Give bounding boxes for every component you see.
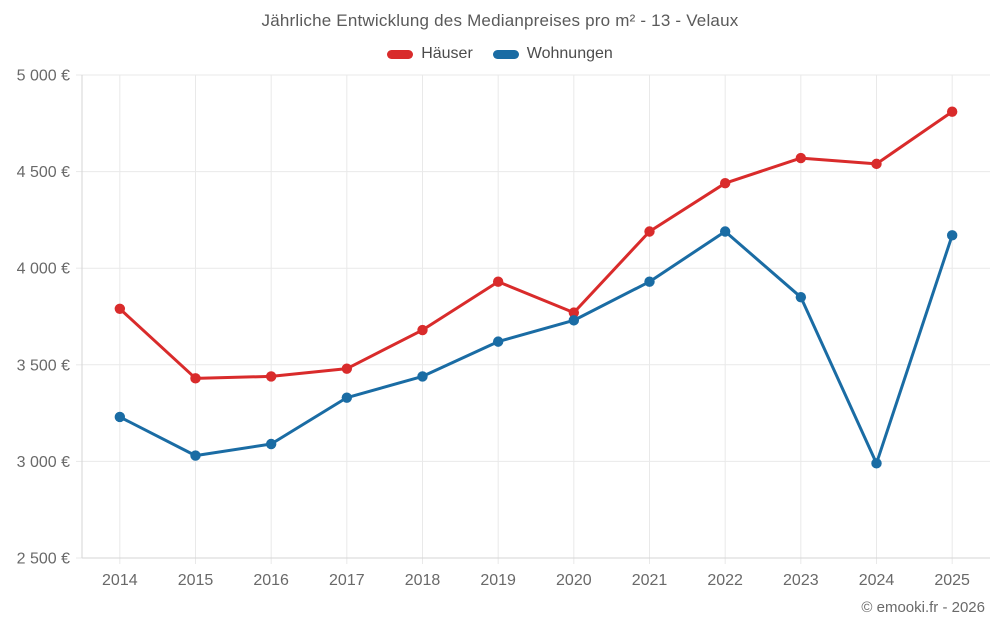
point-h-user-2023[interactable] [795, 152, 807, 164]
x-tick-label: 2018 [405, 572, 441, 589]
point-wohnungen-2024[interactable] [871, 458, 882, 469]
y-tick-label: 2 500 € [17, 551, 70, 568]
point-h-user-2025[interactable] [946, 106, 958, 117]
x-tick-label: 2019 [480, 572, 516, 589]
point-h-user-2021[interactable] [644, 226, 655, 237]
legend-swatch-h-user [387, 49, 414, 59]
copyright-footer: © emooki.fr - 2026 [861, 599, 985, 616]
point-h-user-2017[interactable] [341, 363, 353, 374]
y-tick-label: 3 500 € [17, 357, 70, 374]
legend-swatch-wohnungen [492, 49, 519, 59]
y-tick-label: 4 000 € [17, 261, 70, 278]
x-tick-label: 2017 [329, 572, 365, 589]
point-h-user-2018[interactable] [417, 324, 428, 336]
point-wohnungen-2018[interactable] [417, 371, 428, 382]
x-tick-label: 2025 [934, 572, 970, 589]
x-tick-label: 2022 [707, 572, 743, 589]
point-wohnungen-2015[interactable] [190, 450, 201, 461]
chart-legend: Häuser Wohnungen [0, 45, 1000, 63]
point-wohnungen-2020[interactable] [568, 315, 580, 326]
point-wohnungen-2017[interactable] [341, 392, 353, 403]
series-line-wohnungen [118, 229, 954, 465]
legend-item-h-user[interactable]: Häuser [387, 45, 473, 63]
point-wohnungen-2025[interactable] [946, 230, 958, 241]
point-h-user-2015[interactable] [190, 373, 201, 384]
point-wohnungen-2021[interactable] [644, 276, 655, 287]
chart-title: Jährliche Entwicklung des Medianpreises … [261, 11, 739, 30]
legend-label-wohnungen: Wohnungen [526, 45, 613, 62]
point-wohnungen-2023[interactable] [795, 291, 807, 303]
point-wohnungen-2022[interactable] [719, 226, 731, 237]
legend-item-wohnungen[interactable]: Wohnungen [492, 45, 613, 63]
x-tick-label: 2014 [102, 572, 138, 589]
x-tick-label: 2016 [253, 572, 289, 589]
y-tick-label: 3 000 € [17, 454, 70, 471]
point-h-user-2014[interactable] [114, 303, 126, 314]
x-tick-label: 2015 [178, 572, 214, 589]
point-wohnungen-2016[interactable] [265, 438, 277, 450]
point-h-user-2024[interactable] [871, 158, 882, 170]
point-wohnungen-2014[interactable] [114, 411, 126, 423]
y-tick-label: 4 500 € [17, 164, 70, 181]
x-tick-label: 2024 [859, 572, 895, 589]
x-tick-label: 2023 [783, 572, 819, 589]
point-h-user-2022[interactable] [719, 177, 731, 189]
series-line-h-user [118, 110, 954, 380]
point-h-user-2016[interactable] [265, 371, 277, 382]
x-tick-label: 2021 [632, 572, 668, 589]
point-h-user-2019[interactable] [492, 276, 504, 287]
x-tick-label: 2020 [556, 572, 592, 589]
point-h-user-2020[interactable] [568, 307, 580, 318]
y-tick-label: 5 000 € [17, 68, 70, 85]
legend-label-h-user: Häuser [421, 45, 473, 62]
point-wohnungen-2019[interactable] [492, 336, 504, 347]
